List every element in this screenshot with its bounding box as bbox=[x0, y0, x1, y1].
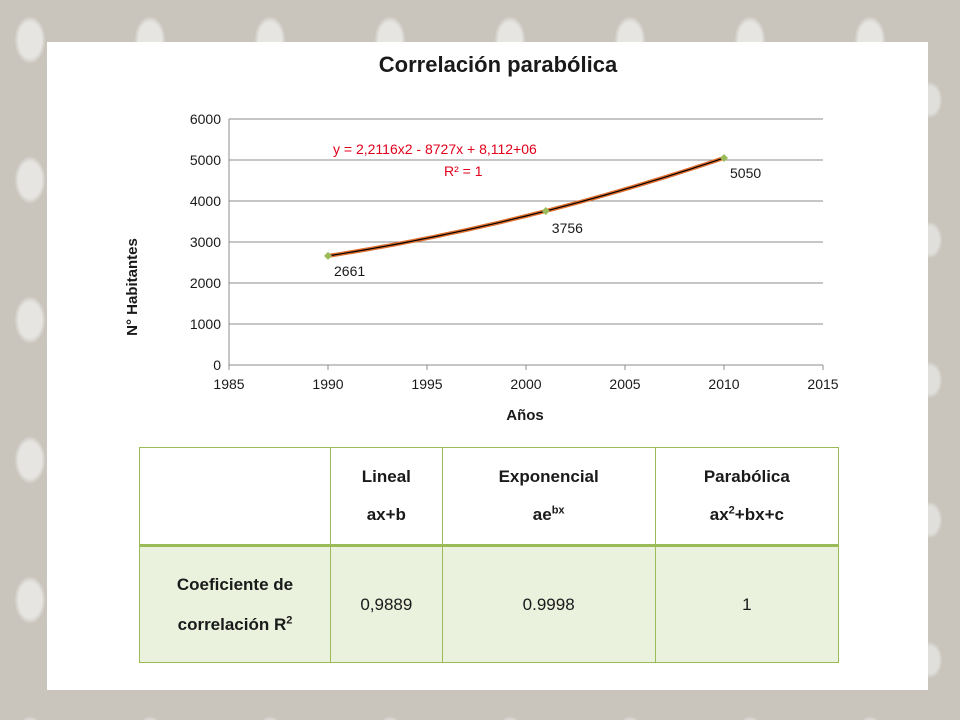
header-parabolica: Parabólica ax2+bx+c bbox=[654, 447, 840, 546]
header-parabolica-formula: ax2+bx+c bbox=[656, 496, 838, 534]
data-label: 3756 bbox=[552, 220, 583, 236]
y-axis-label: N° Habitantes bbox=[124, 238, 141, 336]
x-tick-label: 2000 bbox=[510, 376, 541, 392]
x-tick-label: 1990 bbox=[312, 376, 343, 392]
correlation-table: Lineal ax+b Exponencial aebx Parabólica … bbox=[139, 447, 840, 663]
value-lineal: 0,9889 bbox=[330, 545, 443, 663]
row-label-line1: Coeficiente de bbox=[176, 574, 294, 594]
formula-base: ax bbox=[709, 505, 729, 524]
header-exponencial-formula: aebx bbox=[443, 496, 655, 534]
y-tick-label: 5000 bbox=[190, 152, 221, 168]
formula-exponent: bx bbox=[551, 504, 565, 517]
formula-exponent: 2 bbox=[728, 504, 735, 517]
data-point bbox=[541, 207, 550, 216]
x-tick-label: 2015 bbox=[807, 376, 838, 392]
x-tick-label: 2010 bbox=[708, 376, 739, 392]
x-tick-label: 2005 bbox=[609, 376, 640, 392]
plot-area: 0 1000 2000 3000 4000 5000 6000 1985 1990 1995 200… bbox=[190, 111, 839, 392]
trendline-r2: R² = 1 bbox=[444, 163, 483, 179]
trendline-equation: y = 2,2116x2 - 8727x + 8,112+06 bbox=[333, 141, 537, 157]
x-axis-label: Años bbox=[506, 407, 544, 424]
x-tick-label: 1985 bbox=[213, 376, 244, 392]
header-lineal-formula: ax+b bbox=[366, 505, 406, 524]
slide: Correlación parabólica 0 1000 2000 3000 4000… bbox=[47, 42, 928, 690]
header-lineal-title: Lineal bbox=[361, 467, 411, 486]
header-lineal: Lineal ax+b bbox=[330, 447, 443, 546]
x-tick-label: 1995 bbox=[411, 376, 442, 392]
y-tick-label: 6000 bbox=[190, 111, 221, 127]
header-parabolica-title: Parabólica bbox=[703, 467, 790, 486]
formula-tail: +bx+c bbox=[734, 505, 784, 524]
data-label: 5050 bbox=[730, 165, 761, 181]
y-tick-label: 0 bbox=[213, 357, 221, 373]
table-header-row: Lineal ax+b Exponencial aebx Parabólica … bbox=[139, 447, 840, 546]
data-series-line bbox=[327, 156, 725, 258]
label-exponent: 2 bbox=[286, 613, 293, 626]
value-parabolica: 1 bbox=[654, 545, 840, 663]
header-empty-cell bbox=[139, 447, 331, 546]
table-row: Coeficiente de correlación R2 0,9889 0.9… bbox=[139, 545, 840, 663]
header-exponencial: Exponencial aebx bbox=[441, 447, 656, 546]
y-tick-label: 3000 bbox=[190, 234, 221, 250]
row-label-line2: correlación R2 bbox=[177, 613, 293, 634]
formula-base: ae bbox=[532, 505, 552, 524]
row-label-cell: Coeficiente de correlación R2 bbox=[139, 545, 331, 663]
y-tick-label: 1000 bbox=[190, 316, 221, 332]
chart-title: Correlación parabólica bbox=[379, 52, 618, 77]
data-point bbox=[720, 153, 728, 162]
y-tick-label: 2000 bbox=[190, 275, 221, 291]
header-exponencial-title: Exponencial bbox=[498, 467, 599, 486]
data-point bbox=[324, 251, 332, 260]
value-exponencial: 0.9998 bbox=[441, 545, 656, 663]
chart: Correlación parabólica 0 1000 2000 3000 4000… bbox=[124, 52, 839, 424]
trendline bbox=[327, 157, 725, 257]
data-label: 2661 bbox=[334, 263, 365, 279]
y-tick-label: 4000 bbox=[190, 193, 221, 209]
